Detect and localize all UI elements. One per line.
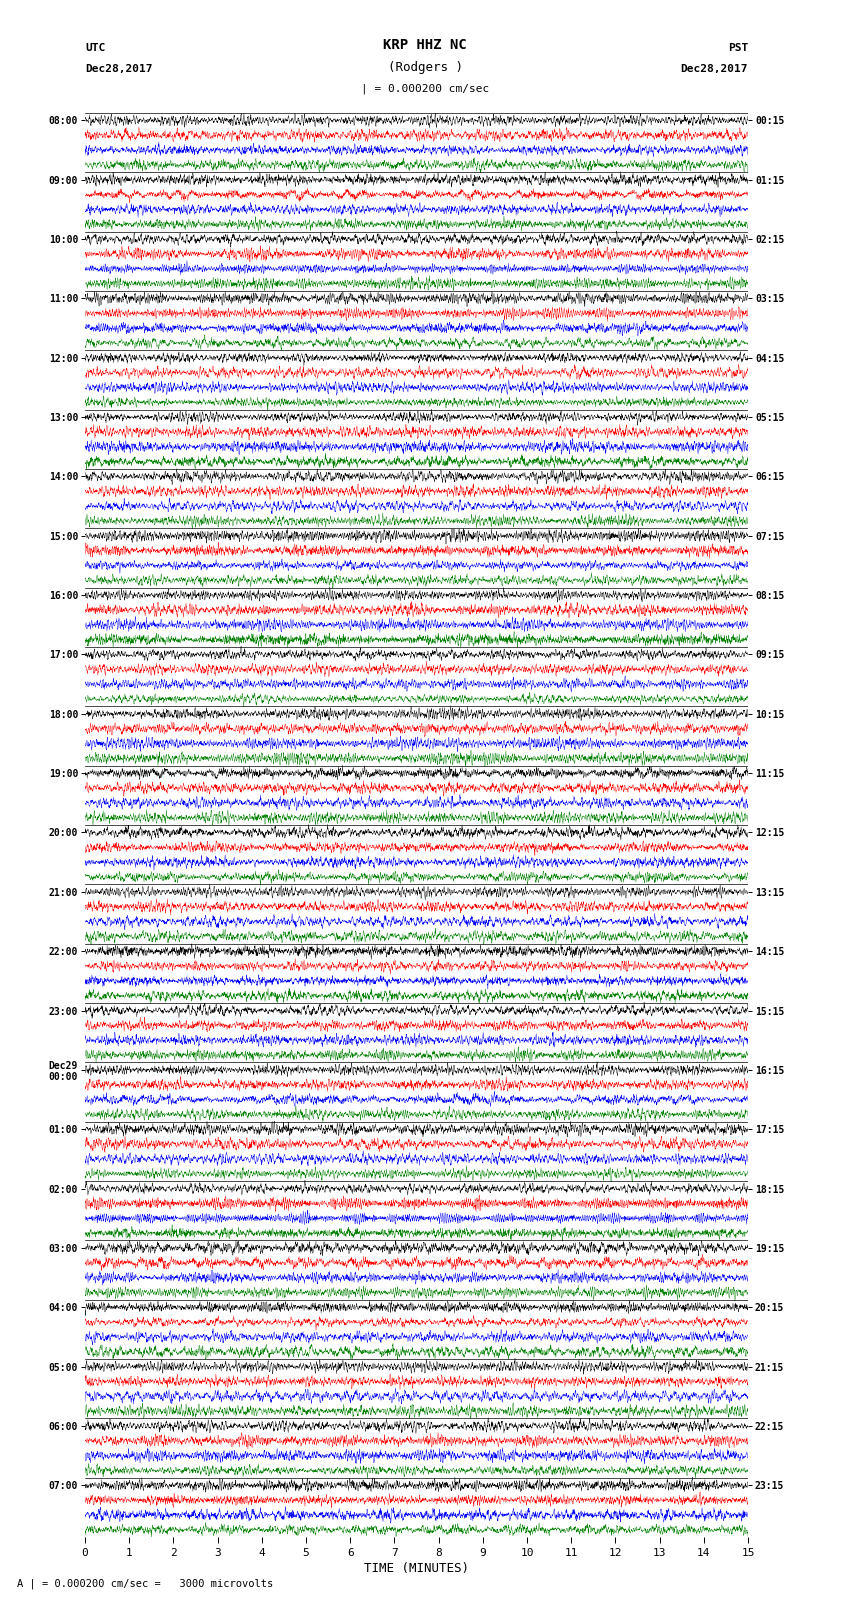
Text: KRP HHZ NC: KRP HHZ NC xyxy=(383,39,467,52)
X-axis label: TIME (MINUTES): TIME (MINUTES) xyxy=(364,1561,469,1574)
Text: A | = 0.000200 cm/sec =   3000 microvolts: A | = 0.000200 cm/sec = 3000 microvolts xyxy=(17,1579,273,1589)
Text: | = 0.000200 cm/sec: | = 0.000200 cm/sec xyxy=(361,84,489,94)
Text: (Rodgers ): (Rodgers ) xyxy=(388,61,462,74)
Text: PST: PST xyxy=(728,44,748,53)
Text: UTC: UTC xyxy=(85,44,105,53)
Text: Dec28,2017: Dec28,2017 xyxy=(85,65,152,74)
Text: Dec28,2017: Dec28,2017 xyxy=(681,65,748,74)
